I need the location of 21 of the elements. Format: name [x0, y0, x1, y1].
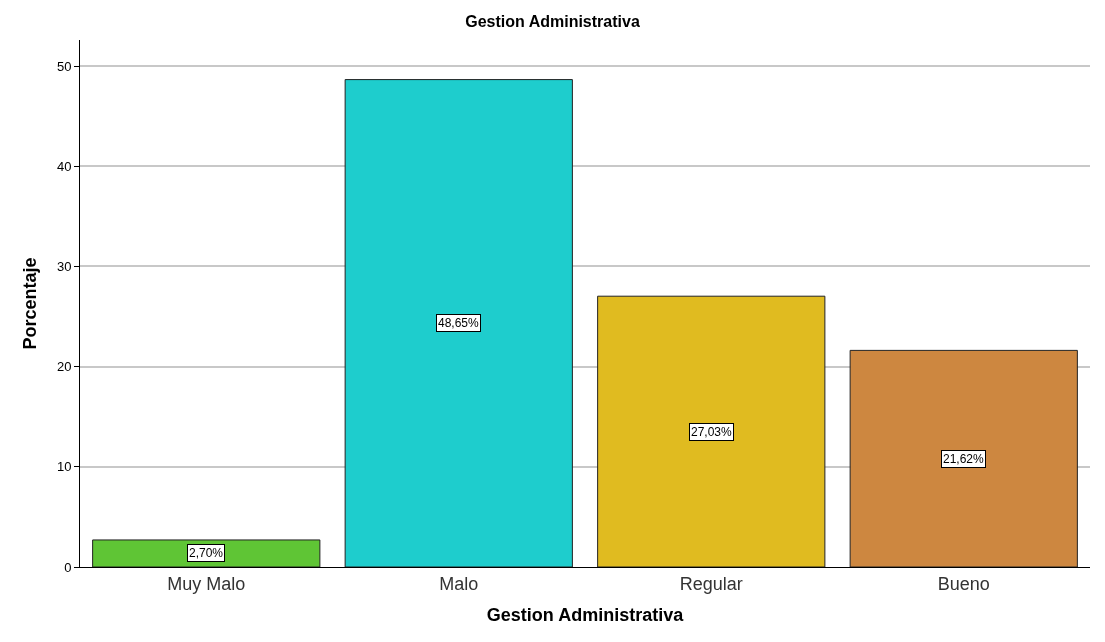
- y-tick-label: 20: [56, 359, 72, 375]
- x-tick-label: Regular: [679, 573, 743, 594]
- x-tick-label: Muy Malo: [167, 573, 246, 594]
- y-tick-label: 10: [56, 459, 72, 475]
- data-label: 48,65%: [438, 316, 480, 330]
- x-axis-title: Gestion Administrativa: [486, 604, 685, 625]
- bar: [597, 295, 826, 567]
- y-tick-label: 50: [56, 58, 72, 74]
- y-tick-label: 30: [56, 258, 72, 274]
- x-tick-label: Malo: [439, 573, 479, 594]
- data-label: 2,70%: [189, 546, 224, 560]
- bar: [92, 539, 321, 567]
- data-label: 27,03%: [691, 425, 733, 439]
- chart-title: Gestion Administrativa: [465, 13, 640, 31]
- y-tick-label: 40: [56, 158, 72, 174]
- bar: [849, 349, 1078, 567]
- y-tick-label: 0: [64, 559, 72, 575]
- data-label: 21,62%: [943, 452, 985, 466]
- bar: [344, 79, 573, 567]
- x-tick-label: Bueno: [937, 573, 990, 594]
- y-axis-title: Porcentaje: [20, 257, 41, 350]
